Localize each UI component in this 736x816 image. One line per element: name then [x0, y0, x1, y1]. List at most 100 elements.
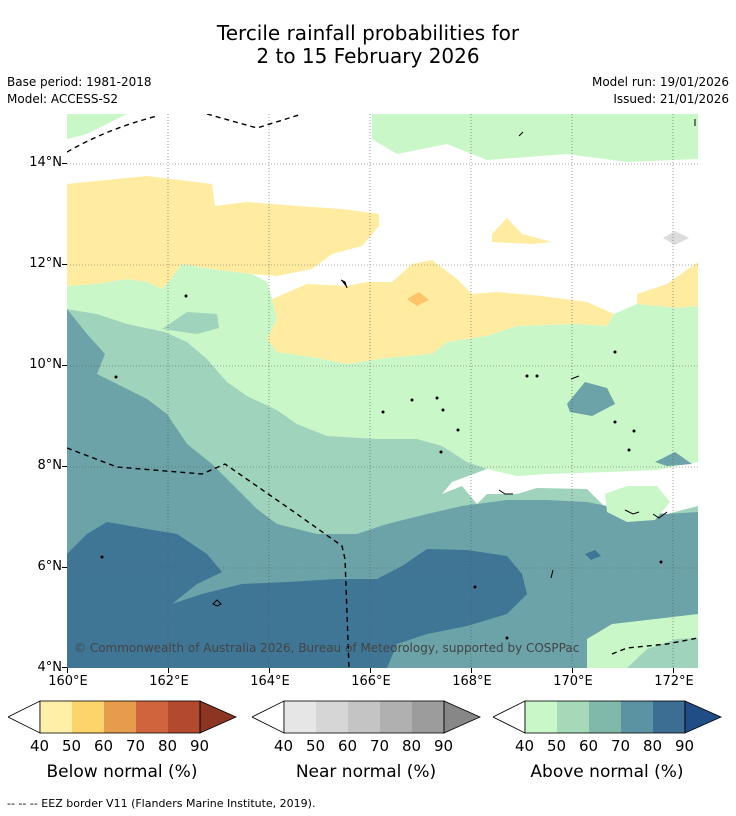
colorbar-swatch — [72, 701, 104, 733]
eez-footnote: -- -- -- EEZ border V11 (Flanders Marine… — [7, 797, 316, 810]
above-60-patch-far-right — [655, 452, 692, 466]
tick-above-60: 60 — [579, 737, 599, 755]
title-line-2: 2 to 15 February 2026 — [256, 44, 480, 68]
lat-label: 14°N — [29, 155, 62, 170]
lon-label: 170°E — [553, 674, 593, 689]
below-40-small-patch — [492, 218, 552, 244]
tick-below-70: 70 — [126, 737, 146, 755]
lat-tick — [62, 264, 67, 265]
legend-title-near: Near normal (%) — [295, 762, 437, 782]
tick-near-70: 70 — [370, 737, 390, 755]
above-70-small-patch — [585, 550, 601, 560]
tick-below-60: 60 — [94, 737, 114, 755]
colorbar-swatch — [168, 701, 200, 733]
tick-above-40: 40 — [515, 737, 535, 755]
colorbar-frame — [39, 700, 201, 734]
above-70-region — [67, 522, 527, 668]
lat-label: 10°N — [29, 357, 62, 372]
colorbar-frame — [283, 700, 445, 734]
tick-near-60: 60 — [338, 737, 358, 755]
map-panel — [67, 114, 698, 668]
colorbar-swatch — [316, 701, 348, 733]
legend-below-normal — [7, 700, 238, 740]
lon-label: 166°E — [351, 674, 391, 689]
above-40-lower-patch — [605, 486, 670, 522]
copyright-notice: © Commonwealth of Australia 2026, Bureau… — [74, 641, 580, 655]
colorbar-swatch — [136, 701, 168, 733]
tick-near-90: 90 — [434, 737, 454, 755]
tick-near-50: 50 — [306, 737, 326, 755]
above-60-region — [67, 309, 698, 668]
near-normal-patch — [663, 231, 689, 245]
colorbar-frame — [524, 700, 686, 734]
lon-tick — [370, 668, 371, 673]
lon-tick — [168, 668, 169, 673]
lat-tick — [62, 567, 67, 568]
below-50-patch — [407, 292, 429, 306]
colorbar-under-arrow — [7, 700, 41, 734]
colorbar-over-arrow — [199, 700, 237, 734]
tick-above-50: 50 — [547, 737, 567, 755]
colorbar-swatch — [348, 701, 380, 733]
lat-label: 4°N — [37, 660, 63, 675]
tick-near-80: 80 — [402, 737, 422, 755]
below-40-right-patch — [637, 262, 698, 308]
lon-tick — [673, 668, 674, 673]
probability-map — [67, 114, 698, 668]
colorbar-swatch — [589, 701, 621, 733]
colorbar-swatch — [380, 701, 412, 733]
model-name: Model: ACCESS-S2 — [7, 92, 119, 106]
meta-left: Base period: 1981-2018 Model: ACCESS-S2 — [7, 74, 152, 108]
lon-tick — [572, 668, 573, 673]
base-period: Base period: 1981-2018 — [7, 75, 152, 89]
legend-title-below: Below normal (%) — [46, 762, 198, 782]
title-line-1: Tercile rainfall probabilities for — [216, 21, 520, 45]
above-40-top-region — [67, 114, 127, 139]
colorbar-swatch — [40, 701, 72, 733]
lon-tick — [67, 668, 68, 673]
map-title: Tercile rainfall probabilities for 2 to … — [0, 22, 736, 68]
lon-label: 168°E — [452, 674, 492, 689]
colorbar-near — [251, 700, 481, 734]
colorbar-swatch — [412, 701, 444, 733]
issued-date: Issued: 21/01/2026 — [613, 92, 729, 106]
colorbar-swatch — [284, 701, 316, 733]
tick-near-40: 40 — [274, 737, 294, 755]
lon-label: 162°E — [149, 674, 189, 689]
lat-label: 6°N — [37, 559, 63, 574]
legend-title-above: Above normal (%) — [530, 762, 684, 782]
colorbar-swatch — [653, 701, 685, 733]
colorbar-under-arrow — [492, 700, 526, 734]
colorbar-above — [492, 700, 722, 734]
lon-label: 164°E — [250, 674, 290, 689]
colorbar-under-arrow — [251, 700, 285, 734]
islands — [100, 119, 696, 640]
eez-border — [67, 114, 698, 668]
tick-below-80: 80 — [158, 737, 178, 755]
colorbar-swatch — [104, 701, 136, 733]
graticule — [67, 114, 698, 668]
tick-above-70: 70 — [611, 737, 631, 755]
colorbar-over-arrow — [684, 700, 722, 734]
tick-above-90: 90 — [675, 737, 695, 755]
above-50-bottom-right — [627, 638, 698, 668]
tick-above-80: 80 — [643, 737, 663, 755]
legend-above-normal — [492, 700, 723, 740]
below-40-central-region — [267, 260, 614, 364]
lat-tick — [62, 163, 67, 164]
colorbar-swatch — [557, 701, 589, 733]
tick-below-40: 40 — [30, 737, 50, 755]
colorbar-over-arrow — [443, 700, 481, 734]
meta-right: Model run: 19/01/2026 Issued: 21/01/2026 — [592, 74, 729, 108]
above-60-patch-right — [567, 382, 615, 416]
lat-tick — [62, 667, 67, 668]
legend-near-normal — [251, 700, 482, 740]
lat-tick — [62, 466, 67, 467]
lon-label: 160°E — [48, 674, 88, 689]
colorbar-swatch — [621, 701, 653, 733]
lat-label: 12°N — [29, 256, 62, 271]
lat-tick — [62, 365, 67, 366]
lon-label: 172°E — [654, 674, 694, 689]
tick-below-90: 90 — [190, 737, 210, 755]
model-run: Model run: 19/01/2026 — [591, 75, 729, 89]
